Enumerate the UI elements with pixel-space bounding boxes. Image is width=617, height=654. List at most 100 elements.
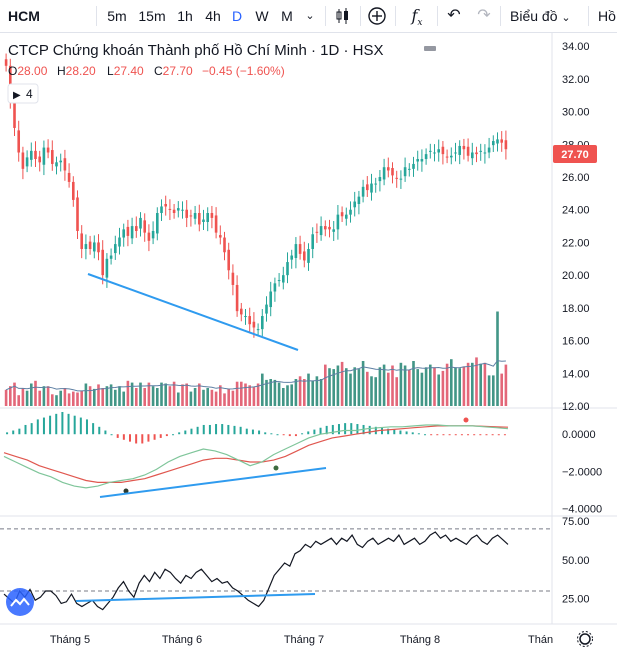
volume-bar	[143, 388, 147, 406]
add-indicator-icon[interactable]	[366, 0, 388, 32]
macd-histogram-bar	[356, 424, 359, 435]
indicators-count: 4	[26, 87, 33, 101]
interval-5m[interactable]: 5m	[107, 8, 127, 24]
macd-histogram-bar	[288, 434, 291, 437]
fx-indicators-icon[interactable]: fx	[411, 6, 423, 29]
interval-1h[interactable]: 1h	[177, 8, 193, 24]
volume-bar	[193, 388, 197, 406]
candle-body	[500, 139, 504, 143]
candle-body	[76, 197, 79, 231]
svg-text:L27.40: L27.40	[107, 64, 144, 78]
candle-body	[311, 234, 315, 249]
candle-body	[80, 233, 84, 249]
candle-body	[428, 150, 432, 152]
volume-bar	[466, 362, 470, 406]
candle-body	[176, 208, 180, 211]
volume-bar	[21, 388, 25, 406]
price-axis[interactable]: 34.0032.0030.0028.0026.0024.0022.0020.00…	[562, 41, 590, 413]
macd-cross-dot	[273, 465, 279, 471]
chart-type-menu[interactable]: Biểu đồ ⌄	[510, 0, 578, 32]
interval-m[interactable]: M	[281, 8, 293, 24]
volume-bar	[88, 386, 92, 406]
macd-histogram-bar	[85, 419, 88, 435]
price-trendline[interactable]	[87, 273, 299, 351]
candle-body	[407, 168, 411, 170]
volume-bar	[109, 384, 113, 406]
volume-bar	[340, 361, 344, 406]
interval-15m[interactable]: 15m	[138, 8, 166, 24]
volume-bar	[55, 395, 58, 406]
macd-trendline[interactable]	[99, 467, 327, 498]
candle-body	[193, 213, 197, 219]
interval-dropdown-icon[interactable]: ⌄	[305, 10, 315, 22]
macd-histogram-bar	[264, 432, 267, 435]
tradingview-logo-icon[interactable]	[6, 588, 34, 616]
candle-body	[189, 215, 193, 217]
candle-body	[143, 220, 147, 233]
time-axis[interactable]: Tháng 5 Tháng 6 Tháng 7 Tháng 8 Thán	[50, 634, 553, 646]
overflow-menu[interactable]: Hồ	[598, 8, 616, 24]
candle-body	[164, 204, 168, 207]
collapse-legend-button[interactable]	[424, 46, 436, 51]
candle-body	[277, 280, 281, 282]
candle-body	[319, 226, 323, 236]
macd-histogram-bar	[491, 434, 494, 436]
candle-body	[269, 291, 273, 308]
volume-bar	[281, 388, 285, 406]
svg-text:O28.00: O28.00	[8, 64, 48, 78]
symbol-search[interactable]: HCM	[8, 8, 40, 24]
candle-body	[206, 213, 210, 222]
macd-histogram-bar	[387, 428, 390, 435]
macd-histogram-bar	[368, 425, 371, 435]
indicators-toggle[interactable]: ▶ 4	[7, 83, 39, 104]
candle-body	[433, 152, 436, 154]
candles-icon[interactable]	[333, 0, 353, 32]
candle-body	[391, 168, 394, 176]
macd-pane[interactable]: 0.0000 −2.0000 −4.0000	[3, 412, 602, 515]
volume-bar	[319, 379, 323, 406]
candle-body	[475, 152, 478, 155]
volume-bar	[449, 359, 453, 406]
candle-body	[399, 178, 403, 180]
candle-body	[181, 209, 184, 211]
macd-cross-dot	[463, 417, 469, 423]
y-tick-label: 22.00	[562, 237, 590, 249]
volume-bar	[101, 388, 105, 406]
volume-bar	[214, 391, 218, 406]
interval-4h[interactable]: 4h	[205, 8, 221, 24]
interval-d[interactable]: D	[231, 8, 243, 24]
interval-w[interactable]: W	[255, 8, 269, 24]
candle-body	[336, 214, 340, 230]
candle-body	[349, 209, 352, 215]
volume-bar	[458, 368, 462, 406]
toolbar-divider	[588, 6, 589, 26]
y-tick-label: 12.00	[562, 401, 590, 413]
volume-bar	[298, 376, 302, 406]
toolbar-divider	[395, 6, 396, 26]
candle-body	[466, 146, 470, 156]
candle-body	[437, 149, 441, 153]
volume-bar	[126, 380, 130, 406]
rsi-pane[interactable]: 75.00 50.00 25.00	[0, 516, 590, 611]
candle-body	[328, 226, 331, 230]
price-chart[interactable]: 34.00 32.00 30.00 28.00 26.00 24.00 22.00 20.00…	[0, 33, 617, 654]
volume-bar	[59, 390, 63, 406]
volume-bar	[76, 392, 79, 406]
macd-histogram-bar	[411, 432, 414, 435]
candle-body	[29, 150, 33, 160]
rsi-trendline[interactable]	[75, 593, 316, 602]
macd-histogram-bar	[430, 434, 433, 436]
macd-histogram-bar	[350, 423, 353, 435]
volume-bar	[336, 365, 340, 406]
macd-histogram-bar	[110, 434, 113, 436]
candle-body	[46, 147, 50, 153]
candle-body	[353, 201, 357, 208]
gear-icon[interactable]	[577, 631, 593, 647]
candle-body	[294, 244, 298, 258]
macd-histogram-bar	[55, 413, 58, 435]
y-tick-label: 18.00	[562, 303, 590, 315]
y-tick-label: 26.00	[562, 172, 590, 184]
undo-icon[interactable]: ↶	[447, 7, 461, 24]
candle-body	[101, 249, 105, 276]
x-tick-label: Tháng 7	[284, 634, 324, 646]
